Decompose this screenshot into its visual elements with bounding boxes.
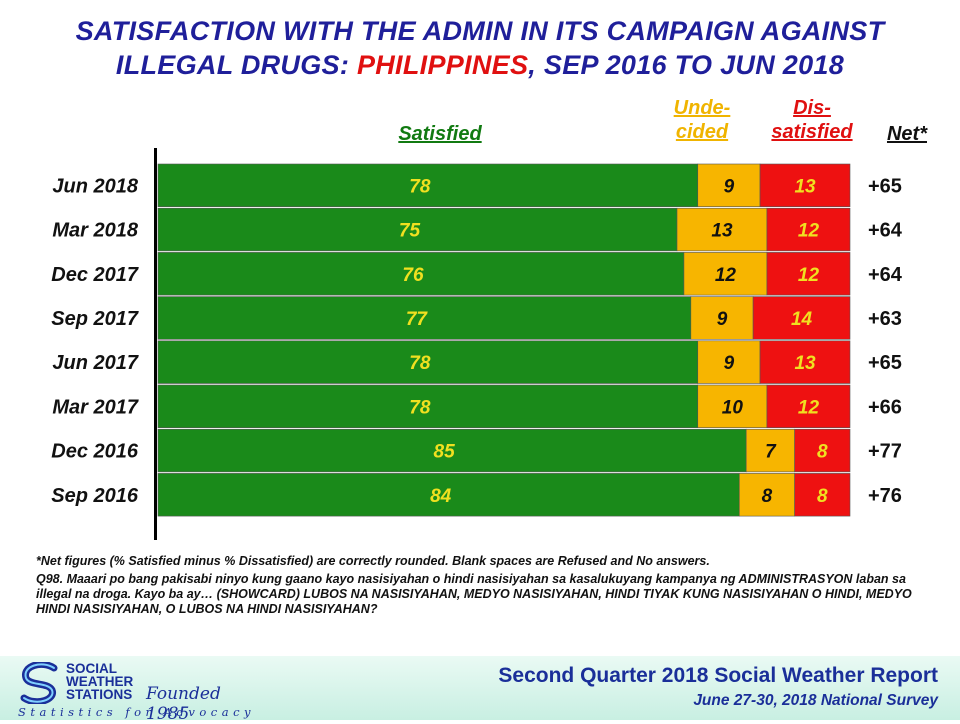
data-label-dissatisfied-mar-2017: 12	[798, 397, 820, 418]
data-label-dissatisfied-sep-2016: 8	[817, 486, 828, 507]
report-title: Second Quarter 2018 Social Weather Repor…	[498, 664, 938, 687]
bar-dissatisfied-sep-2016	[794, 473, 851, 517]
header-dissatisfied: Dis- satisfied	[758, 96, 866, 144]
y-axis-line	[154, 148, 157, 540]
bar-undecided-mar-2018	[676, 207, 768, 252]
y-tick-label-jun-2018: Jun 2018	[52, 175, 138, 197]
notes: *Net figures (% Satisfied minus % Dissat…	[36, 554, 936, 620]
y-tick-label-mar-2018: Mar 2018	[52, 220, 138, 242]
net-value-sep-2017: +63	[868, 308, 902, 330]
data-label-undecided-dec-2017: 12	[715, 265, 737, 286]
title-line-1: SATISFACTION WITH THE ADMIN IN ITS CAMPA…	[75, 16, 885, 46]
bar-dissatisfied-dec-2017	[766, 252, 851, 296]
header-dissatisfied-line-1: Dis-	[793, 97, 831, 119]
title-line-2-suffix: , SEP 2016 TO JUN 2018	[528, 50, 845, 80]
bar-undecided-jun-2018	[697, 163, 761, 208]
header-net: Net*	[886, 123, 927, 145]
y-tick-label-jun-2017: Jun 2017	[52, 352, 138, 374]
header-satisfied: Satisfied	[398, 123, 482, 145]
data-label-satisfied-mar-2017: 78	[409, 397, 431, 418]
chart-title: SATISFACTION WITH THE ADMIN IN ITS CAMPA…	[0, 14, 960, 82]
net-value-dec-2017: +64	[868, 264, 903, 286]
bar-undecided-dec-2017	[683, 252, 768, 296]
y-tick-label-dec-2017: Dec 2017	[51, 264, 139, 286]
logo-line-3: STATIONS	[66, 687, 133, 702]
data-label-undecided-jun-2017: 9	[724, 353, 735, 374]
net-value-mar-2018: +64	[868, 220, 903, 242]
net-value-jun-2018: +65	[868, 175, 902, 197]
sws-logo: SOCIAL WEATHER STATIONS Founded 1985 Sta…	[14, 660, 264, 724]
net-footnote: *Net figures (% Satisfied minus % Dissat…	[36, 554, 710, 568]
data-label-satisfied-jun-2018: 78	[409, 176, 431, 197]
header-undecided-line-1: Unde-	[673, 97, 731, 119]
bar-satisfied-mar-2018	[157, 207, 678, 252]
bar-dissatisfied-dec-2016	[794, 428, 851, 473]
title-highlight: PHILIPPINES	[356, 50, 529, 80]
bar-undecided-jun-2017	[697, 340, 761, 384]
net-value-sep-2016: +76	[868, 485, 902, 507]
data-label-dissatisfied-jun-2017: 13	[794, 353, 816, 374]
header-undecided-line-2: cided	[675, 121, 729, 143]
logo-name: SOCIAL WEATHER STATIONS	[66, 661, 156, 702]
logo-line-1: SOCIAL	[66, 661, 118, 676]
bar-dissatisfied-jun-2017	[759, 340, 851, 384]
bar-satisfied-sep-2016	[157, 473, 740, 517]
y-tick-label-sep-2017: Sep 2017	[51, 308, 139, 330]
data-label-undecided-sep-2017: 9	[717, 309, 728, 330]
data-label-undecided-sep-2016: 8	[762, 486, 773, 507]
bar-satisfied-dec-2016	[157, 428, 747, 473]
bar-dissatisfied-sep-2017	[752, 296, 851, 340]
data-label-dissatisfied-jun-2018: 13	[794, 176, 816, 197]
title-line-2-prefix: ILLEGAL DRUGS:	[115, 50, 357, 80]
header-dissatisfied-line-2: satisfied	[771, 121, 853, 143]
bar-undecided-sep-2017	[690, 296, 754, 340]
data-label-satisfied-mar-2018: 75	[399, 221, 421, 242]
bar-dissatisfied-mar-2017	[766, 384, 851, 429]
data-label-undecided-mar-2017: 10	[722, 397, 744, 418]
bar-satisfied-jun-2018	[157, 163, 699, 208]
bar-satisfied-sep-2017	[157, 296, 692, 340]
bar-undecided-sep-2016	[738, 473, 795, 517]
net-value-jun-2017: +65	[868, 352, 902, 374]
footer-band	[0, 656, 960, 720]
data-label-dissatisfied-sep-2017: 14	[791, 309, 813, 330]
sws-swirl-icon	[20, 662, 58, 704]
data-label-satisfied-dec-2017: 76	[402, 265, 424, 286]
data-label-dissatisfied-dec-2017: 12	[798, 265, 820, 286]
bar-satisfied-mar-2017	[157, 384, 699, 429]
header-undecided: Unde- cided	[664, 96, 740, 144]
data-label-satisfied-dec-2016: 85	[434, 442, 456, 463]
data-label-satisfied-jun-2017: 78	[409, 353, 431, 374]
net-value-dec-2016: +77	[868, 441, 902, 463]
logo-tagline: Statistics for Advocacy	[18, 705, 256, 719]
bar-dissatisfied-jun-2018	[759, 163, 851, 208]
data-label-undecided-dec-2016: 7	[765, 442, 777, 463]
data-label-satisfied-sep-2017: 77	[406, 309, 429, 330]
data-label-satisfied-sep-2016: 84	[430, 486, 452, 507]
data-label-undecided-jun-2018: 9	[724, 176, 735, 197]
question-text: Q98. Maaari po bang pakisabi ninyo kung …	[36, 572, 912, 616]
logo-founded: Founded 1985	[146, 684, 221, 724]
data-label-dissatisfied-mar-2018: 12	[798, 221, 820, 242]
report-subtitle: June 27-30, 2018 National Survey	[693, 692, 938, 709]
y-tick-label-mar-2017: Mar 2017	[52, 396, 138, 418]
bar-satisfied-jun-2017	[157, 340, 699, 384]
y-tick-label-dec-2016: Dec 2016	[51, 441, 139, 463]
data-label-undecided-mar-2018: 13	[711, 221, 733, 242]
bar-undecided-dec-2016	[745, 428, 795, 473]
bar-satisfied-dec-2017	[157, 252, 685, 296]
title-line-2: ILLEGAL DRUGS: PHILIPPINES, SEP 2016 TO …	[0, 48, 960, 82]
logo-line-2: WEATHER	[66, 674, 134, 689]
data-label-dissatisfied-dec-2016: 8	[817, 442, 828, 463]
y-tick-label-sep-2016: Sep 2016	[51, 485, 139, 507]
bar-dissatisfied-mar-2018	[766, 207, 851, 252]
net-value-mar-2017: +66	[868, 396, 902, 418]
